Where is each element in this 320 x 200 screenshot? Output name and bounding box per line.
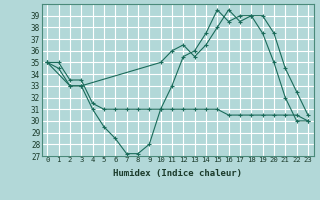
X-axis label: Humidex (Indice chaleur): Humidex (Indice chaleur) <box>113 169 242 178</box>
